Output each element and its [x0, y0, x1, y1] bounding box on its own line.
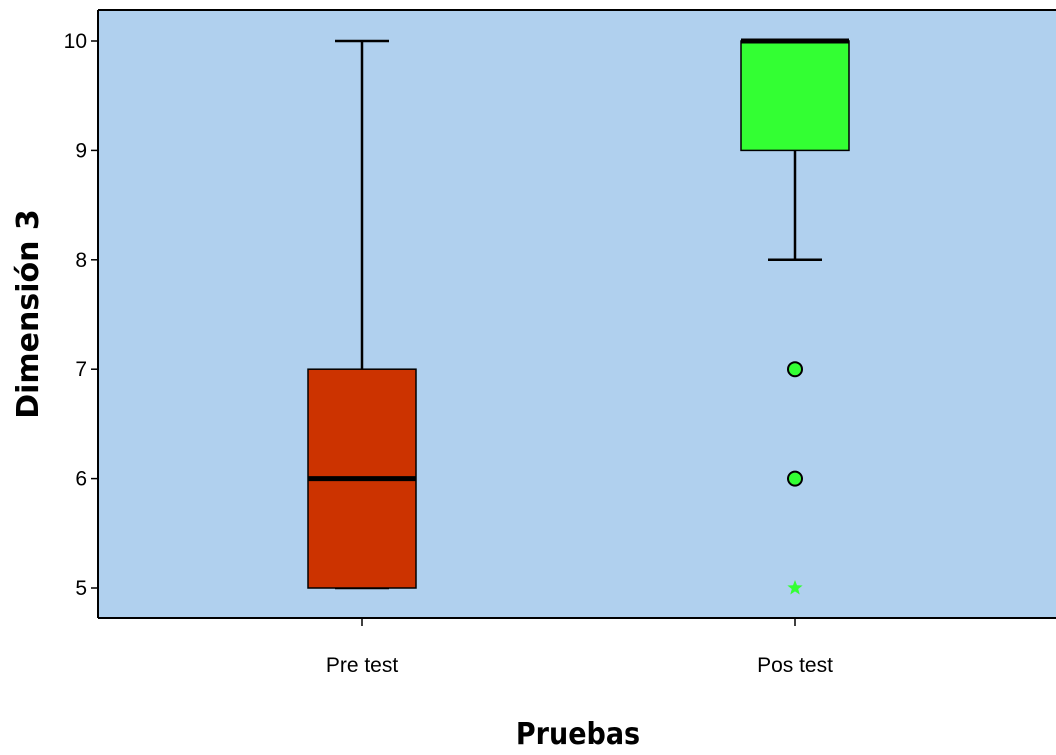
box-pos-test	[740, 38, 850, 595]
x-axis-title: Pruebas	[516, 717, 640, 752]
x-tick-label: Pos test	[757, 654, 833, 677]
iqr-box	[740, 40, 850, 152]
x-tick-label: Pre test	[326, 654, 399, 677]
y-axis-title: Dimensión 3	[11, 209, 46, 419]
y-tick-label: 10	[64, 30, 87, 53]
y-tick-label: 8	[75, 249, 87, 272]
box-pre-test	[307, 39, 417, 590]
y-tick-label: 5	[75, 577, 87, 600]
outlier-point	[787, 470, 803, 487]
y-tick-label: 7	[75, 358, 87, 381]
plot-area	[98, 10, 1056, 618]
y-tick-label: 6	[75, 468, 87, 491]
outlier-point	[787, 361, 803, 378]
y-tick-label: 9	[75, 139, 87, 162]
extreme-point	[787, 580, 803, 595]
